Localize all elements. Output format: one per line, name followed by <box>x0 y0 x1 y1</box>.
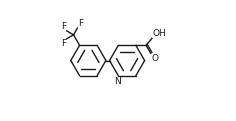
Text: N: N <box>114 77 121 86</box>
Text: F: F <box>61 22 66 31</box>
Text: O: O <box>151 54 158 63</box>
Text: F: F <box>61 39 66 48</box>
Text: OH: OH <box>152 29 166 38</box>
Text: F: F <box>78 19 83 28</box>
